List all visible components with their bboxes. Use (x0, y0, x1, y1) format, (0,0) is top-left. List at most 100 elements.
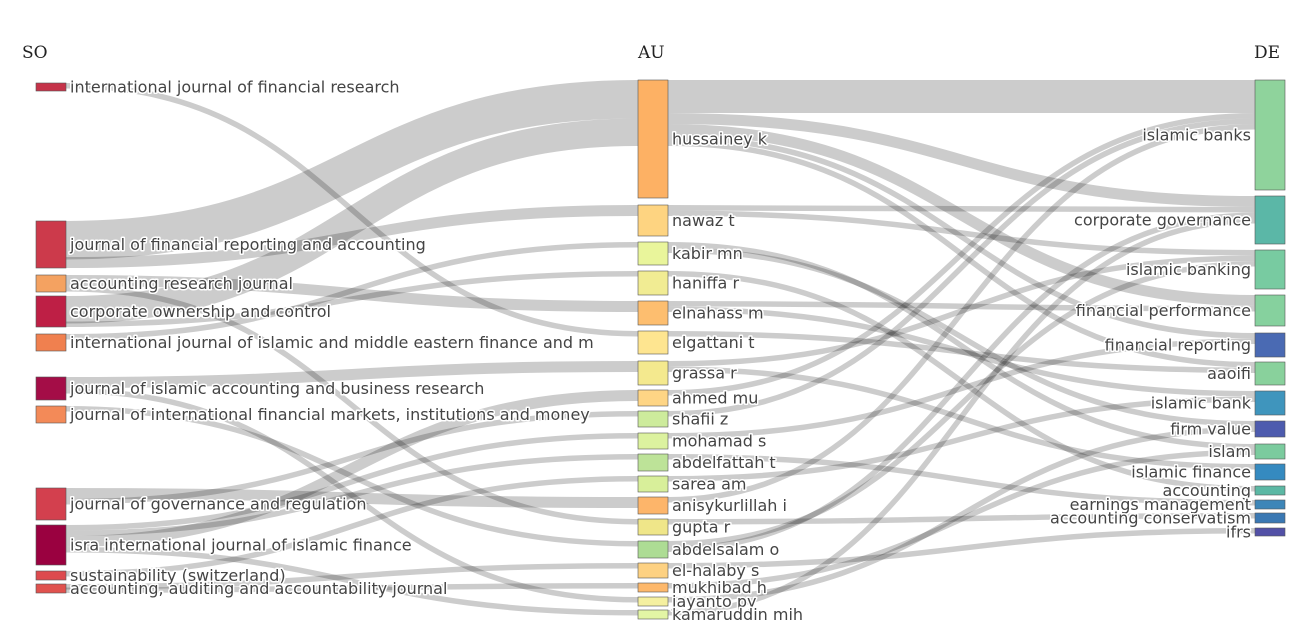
link-isra-ahmed[interactable] (65, 390, 639, 547)
link-shafii-ib[interactable] (667, 118, 1256, 417)
node-au-jayanto[interactable] (637, 596, 669, 607)
link-isra-abdelfattah[interactable] (65, 454, 639, 536)
node-au-mohamad[interactable] (637, 432, 669, 450)
column-title-so: SO (22, 43, 48, 63)
node-au-sarea[interactable] (637, 475, 669, 493)
link-ahmed-ib[interactable] (667, 113, 1256, 396)
link-isra-mohamad[interactable] (65, 433, 639, 531)
node-au-kamaruddin[interactable] (637, 609, 669, 620)
node-de-fv[interactable] (1254, 420, 1286, 438)
node-au-haniffa[interactable] (637, 270, 669, 296)
node-so-jgr[interactable] (35, 487, 67, 521)
node-de-ib[interactable] (1254, 79, 1286, 191)
link-kabir-fv[interactable] (667, 247, 1256, 427)
node-au-gupta[interactable] (637, 518, 669, 536)
node-label-de-aaoifi: aaoifi (1207, 364, 1251, 383)
node-de-ibanking[interactable] (1254, 249, 1286, 290)
node-so-isra[interactable] (35, 524, 67, 566)
link-gupta-ac[interactable] (667, 513, 1256, 525)
link-abdelsalam-ibanking[interactable] (667, 261, 1256, 547)
node-so-sust[interactable] (35, 570, 67, 581)
link-jfra-hussainey[interactable] (65, 80, 639, 260)
link-hussainey-fp[interactable] (667, 124, 1256, 306)
link-nawaz-cg[interactable] (667, 205, 1256, 213)
link-elgattani-aaoifi[interactable] (667, 331, 1256, 373)
link-sust-sarea[interactable] (65, 476, 639, 577)
link-hussainey-fr[interactable] (667, 135, 1256, 339)
node-label-de-ifrs: ifrs (1226, 523, 1251, 542)
node-au-grassa[interactable] (637, 360, 669, 386)
link-jgr-shafii[interactable] (65, 411, 639, 505)
node-de-aaoifi[interactable] (1254, 361, 1286, 386)
link-kabir-islam[interactable] (667, 242, 1256, 450)
node-au-nawaz[interactable] (637, 204, 669, 237)
link-mohamad-fr[interactable] (667, 338, 1256, 439)
node-de-em[interactable] (1254, 499, 1286, 510)
node-label-au-shafii: shafii z (672, 410, 728, 429)
node-label-de-em: earnings management (1070, 495, 1251, 514)
node-au-abdelfattah[interactable] (637, 453, 669, 472)
node-de-islam[interactable] (1254, 443, 1286, 460)
node-de-ac[interactable] (1254, 512, 1286, 524)
node-au-shafii[interactable] (637, 410, 669, 428)
node-au-elgattani[interactable] (637, 330, 669, 355)
node-au-elhalaby[interactable] (637, 562, 669, 579)
node-au-ahmed[interactable] (637, 389, 669, 407)
link-coc-haniffa[interactable] (65, 271, 639, 327)
node-de-ibank[interactable] (1254, 390, 1286, 416)
link-jgr-anisykurlillah[interactable] (65, 488, 639, 508)
node-au-kabir[interactable] (637, 241, 669, 266)
link-grassa-ibanking[interactable] (667, 255, 1256, 367)
node-au-elnahass[interactable] (637, 300, 669, 326)
node-au-mukhibad[interactable] (637, 582, 669, 593)
node-so-jfra[interactable] (35, 220, 67, 269)
link-arj-gupta[interactable] (65, 286, 639, 525)
link-nawaz-ibanking[interactable] (667, 210, 1256, 256)
link-mukhibad-islam[interactable] (667, 449, 1256, 589)
node-so-aaaj[interactable] (35, 583, 67, 594)
link-haniffa-acc[interactable] (667, 271, 1256, 492)
link-hussainey-aaoifi[interactable] (667, 140, 1256, 368)
node-so-jifmim[interactable] (35, 405, 67, 424)
link-elnahass-ibank[interactable] (667, 306, 1256, 397)
link-jayanto-fv[interactable] (667, 426, 1256, 603)
node-so-coc[interactable] (35, 295, 67, 328)
node-so-arj[interactable] (35, 274, 67, 293)
node-de-fp[interactable] (1254, 294, 1286, 327)
node-label-so-imefm: international journal of islamic and mid… (70, 333, 594, 352)
link-elnahass-fp[interactable] (667, 301, 1256, 312)
link-hussainey-cg[interactable] (667, 113, 1256, 207)
node-so-jiabr[interactable] (35, 376, 67, 401)
link-aaaj-elhalaby[interactable] (65, 563, 639, 590)
link-grassa-ifin[interactable] (667, 366, 1256, 470)
link-jfra-nawaz[interactable] (65, 205, 639, 268)
node-de-fr[interactable] (1254, 332, 1286, 358)
node-au-hussainey[interactable] (637, 79, 669, 199)
node-de-ifin[interactable] (1254, 463, 1286, 481)
node-au-anisykurlillah[interactable] (637, 496, 669, 515)
node-label-au-elnahass: elnahass m (672, 304, 764, 323)
node-de-ifrs[interactable] (1254, 527, 1286, 537)
node-label-de-ib: islamic banks (1142, 126, 1251, 145)
node-so-ijfr[interactable] (35, 82, 67, 92)
link-aaaj-mukhibad[interactable] (65, 583, 639, 593)
link-sarea-ibank[interactable] (667, 396, 1256, 482)
node-so-imefm[interactable] (35, 333, 67, 352)
link-anisykurlillah-ib[interactable] (667, 124, 1256, 503)
link-isra-kamaruddin[interactable] (65, 547, 639, 616)
link-imefm-kabir[interactable] (65, 242, 639, 340)
link-elhalaby-ifrs[interactable] (667, 528, 1256, 569)
link-ijfr-elgattani[interactable] (65, 83, 639, 337)
node-label-so-coc: corporate ownership and control (70, 302, 331, 321)
node-au-abdelsalam[interactable] (637, 540, 669, 559)
link-abdelfattah-em[interactable] (667, 454, 1256, 506)
link-coc-hussainey[interactable] (65, 118, 639, 324)
link-jiabr-jayanto[interactable] (65, 388, 639, 603)
node-de-cg[interactable] (1254, 195, 1286, 245)
link-abdelsalam-cg[interactable] (667, 212, 1256, 552)
link-kamaruddin-cg[interactable] (667, 218, 1256, 616)
node-de-acc[interactable] (1254, 485, 1286, 496)
link-jifmim-abdelsalam[interactable] (65, 406, 639, 547)
link-arj-elnahass[interactable] (65, 275, 639, 312)
link-jiabr-grassa[interactable] (65, 361, 639, 388)
